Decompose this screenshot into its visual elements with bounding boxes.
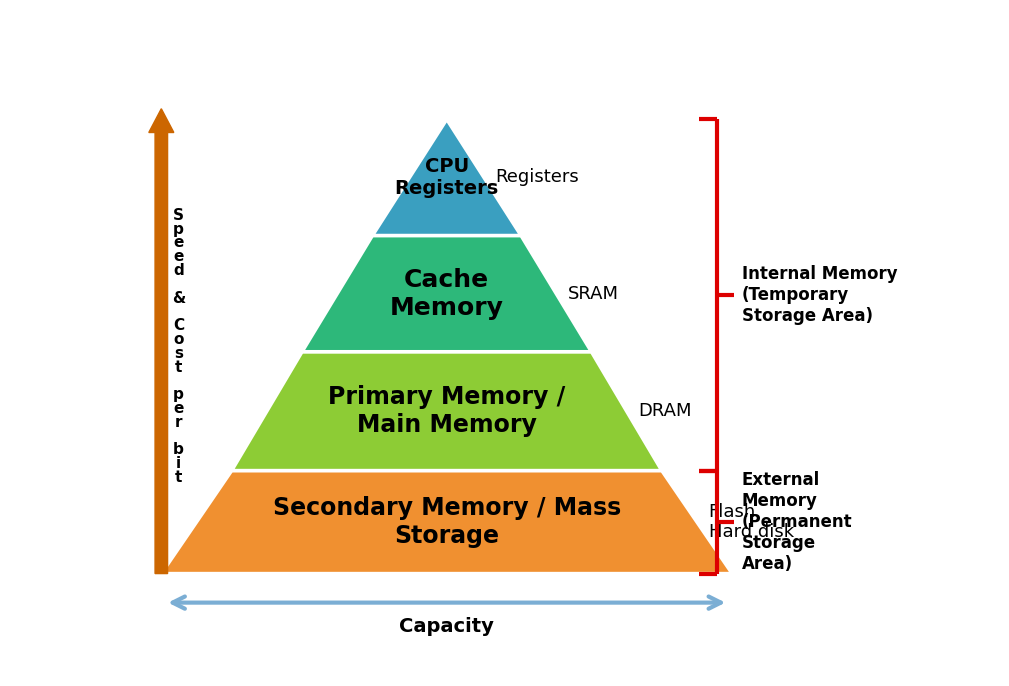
- Polygon shape: [161, 471, 733, 573]
- Text: SRAM: SRAM: [568, 285, 619, 303]
- Text: Registers: Registers: [495, 168, 579, 187]
- Text: External
Memory
(Permanent
Storage
Area): External Memory (Permanent Storage Area): [742, 471, 853, 573]
- Text: S
p
e
e
d
 
&
 
C
o
s
t
 
p
e
r
 
b
i
t: S p e e d & C o s t p e r b i t: [172, 208, 185, 485]
- Text: Flash
Hard disk: Flash Hard disk: [708, 503, 794, 541]
- Text: Internal Memory
(Temporary
Storage Area): Internal Memory (Temporary Storage Area): [742, 265, 897, 324]
- Polygon shape: [372, 119, 521, 235]
- FancyArrow shape: [148, 108, 174, 573]
- Text: DRAM: DRAM: [639, 402, 692, 420]
- Polygon shape: [302, 235, 591, 352]
- Polygon shape: [232, 352, 662, 471]
- Text: Secondary Memory / Mass
Storage: Secondary Memory / Mass Storage: [272, 496, 621, 548]
- Text: Primary Memory /
Main Memory: Primary Memory / Main Memory: [328, 386, 565, 437]
- Text: Cache
Memory: Cache Memory: [389, 268, 503, 320]
- Text: CPU
Registers: CPU Registers: [395, 157, 498, 198]
- Text: Capacity: Capacity: [400, 617, 494, 636]
